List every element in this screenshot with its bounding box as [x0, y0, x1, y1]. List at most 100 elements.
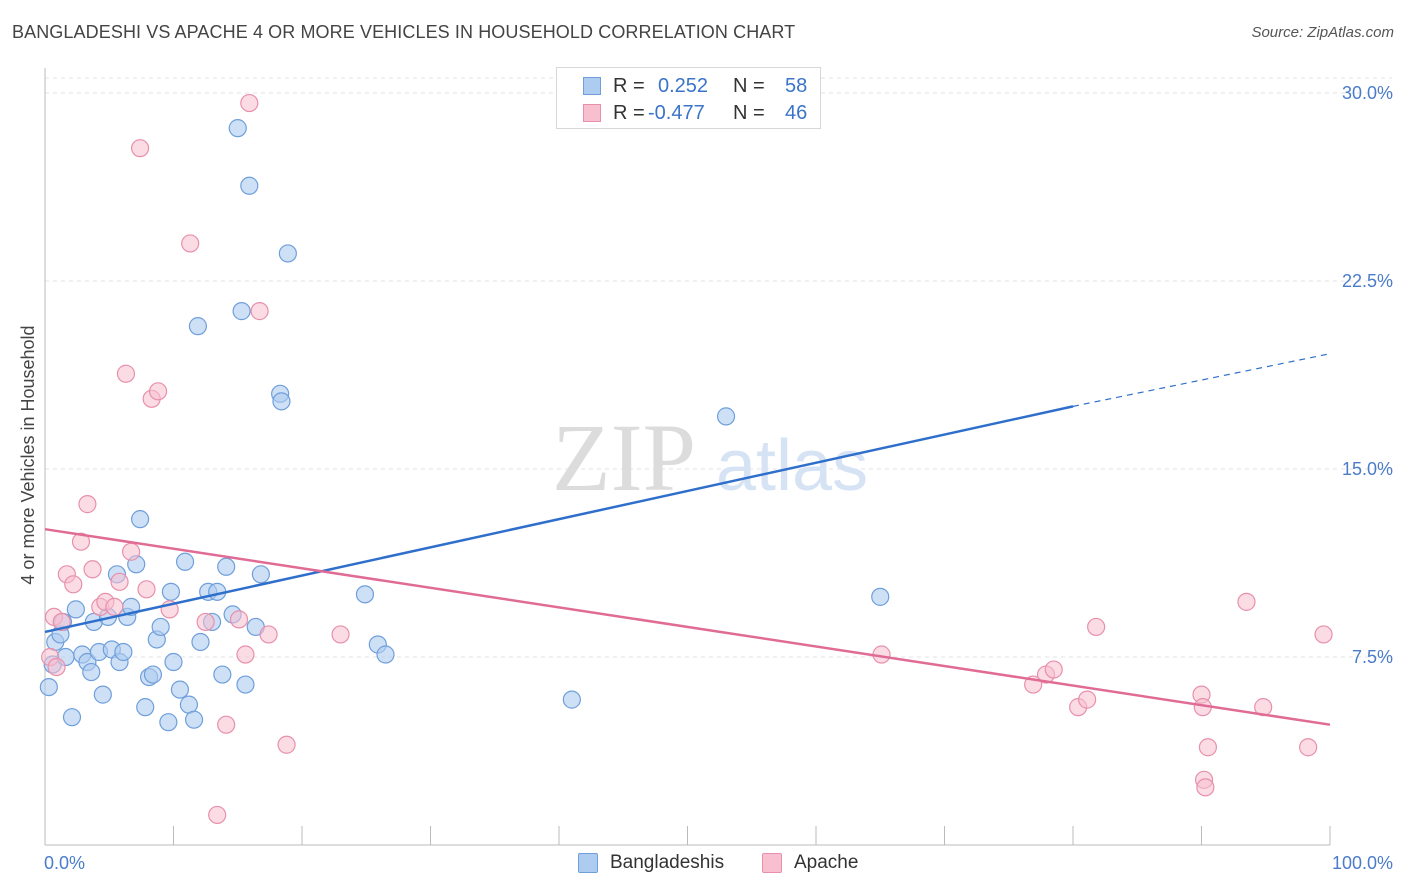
data-point-apache — [78, 495, 97, 514]
data-point-bangladeshis — [871, 587, 890, 606]
x-tick-label: 100.0% — [1332, 853, 1393, 873]
axes — [44, 68, 1331, 846]
data-point-bangladeshis — [143, 665, 163, 684]
data-point-bangladeshis — [184, 710, 204, 729]
data-point-bangladeshis — [159, 713, 178, 732]
data-point-apache — [236, 645, 255, 664]
data-point-apache — [105, 597, 124, 616]
legend-n-value: 46 — [785, 102, 808, 124]
series-apache — [41, 93, 1333, 825]
data-point-apache — [71, 532, 91, 551]
data-point-bangladeshis — [217, 557, 236, 576]
data-point-bangladeshis — [136, 698, 155, 717]
y-tick-label: 7.5% — [1352, 647, 1393, 667]
chart-title: BANGLADESHI VS APACHE 4 OR MORE VEHICLES… — [12, 22, 796, 42]
data-point-apache — [229, 610, 249, 629]
data-point-bangladeshis — [151, 617, 170, 637]
x-tick-labels: 0.0% 100.0% — [44, 853, 1393, 873]
source-label: Source: ZipAtlas.com — [1251, 24, 1394, 41]
legend-r-value: 0.252 — [658, 75, 709, 97]
data-point-bangladeshis — [562, 690, 581, 709]
y-tick-label: 22.5% — [1342, 271, 1393, 291]
data-point-apache — [208, 805, 227, 825]
data-point-bangladeshis — [236, 675, 255, 694]
data-point-apache — [1314, 625, 1333, 644]
trend-lines — [44, 353, 1331, 726]
data-point-bangladeshis — [232, 302, 251, 321]
legend-n-value: 58 — [785, 75, 808, 97]
data-point-apache — [277, 735, 296, 754]
data-point-bangladeshis — [240, 176, 259, 195]
data-point-bangladeshis — [376, 645, 395, 664]
data-point-apache — [259, 625, 278, 644]
data-point-bangladeshis — [188, 317, 208, 336]
data-point-bangladeshis — [175, 552, 195, 571]
data-point-bangladeshis — [179, 695, 199, 714]
legend-n-label: N = — [733, 75, 765, 97]
data-point-apache — [1299, 738, 1318, 757]
data-point-apache — [1198, 738, 1218, 757]
data-point-bangladeshis — [62, 708, 82, 727]
data-point-apache — [121, 542, 141, 561]
bottom-legend-swatch-apache — [762, 853, 782, 873]
data-point-apache — [1196, 778, 1215, 797]
data-point-bangladeshis — [213, 665, 232, 684]
data-point-bangladeshis — [161, 582, 181, 601]
bottom-legend-label: Apache — [794, 852, 859, 873]
data-point-bangladeshis — [66, 600, 85, 619]
data-point-bangladeshis — [228, 119, 247, 138]
data-point-bangladeshis — [170, 680, 190, 699]
data-point-apache — [64, 575, 83, 594]
data-point-bangladeshis — [278, 244, 297, 263]
legend-n-label: N = — [733, 102, 765, 124]
data-point-apache — [217, 715, 236, 734]
legend-r-label: R = — [613, 75, 645, 97]
legend-r-value: -0.477 — [648, 102, 705, 124]
y-tick-label: 30.0% — [1342, 83, 1393, 103]
trend-line-bangladeshis-extrapolated — [1072, 353, 1331, 407]
data-point-apache — [83, 560, 102, 579]
data-point-bangladeshis — [114, 642, 133, 662]
data-point-bangladeshis — [130, 510, 150, 529]
data-point-apache — [1087, 617, 1106, 637]
x-tick-label: 0.0% — [44, 853, 85, 873]
data-point-apache — [181, 234, 200, 253]
watermark-atlas: atlas — [716, 426, 868, 506]
data-point-apache — [110, 572, 129, 591]
y-tick-label: 15.0% — [1342, 459, 1393, 479]
bottom-legend-swatch-bangladeshis — [578, 853, 598, 873]
data-point-apache — [1237, 592, 1256, 611]
data-point-bangladeshis — [355, 585, 375, 604]
data-point-apache — [130, 139, 150, 158]
data-point-apache — [1078, 690, 1097, 709]
data-point-bangladeshis — [164, 652, 183, 672]
data-point-apache — [148, 382, 168, 401]
data-point-apache — [250, 302, 269, 321]
data-point-apache — [331, 625, 350, 644]
y-axis-label: 4 or more Vehicles in Household — [18, 325, 38, 584]
data-point-bangladeshis — [272, 392, 291, 411]
y-tick-labels: 7.5% 15.0% 22.5% 30.0% — [1342, 83, 1393, 667]
grid-lines — [45, 77, 1392, 658]
data-point-apache — [116, 364, 136, 383]
legend-r-label: R = — [613, 102, 645, 124]
data-point-apache — [240, 93, 259, 113]
data-point-bangladeshis — [39, 677, 58, 697]
data-point-apache — [137, 580, 156, 599]
data-point-bangladeshis — [82, 662, 101, 682]
data-point-apache — [47, 657, 66, 677]
data-point-bangladeshis — [716, 407, 736, 426]
trend-line-bangladeshis — [44, 405, 1074, 634]
data-point-apache — [1044, 660, 1063, 679]
trend-line-apache — [44, 527, 1331, 726]
data-point-bangladeshis — [191, 632, 210, 652]
legend-swatch-apache — [583, 104, 601, 122]
watermark: ZIP atlas — [552, 404, 868, 511]
data-point-bangladeshis — [251, 565, 270, 584]
data-point-bangladeshis — [93, 685, 112, 704]
correlation-legend: R = 0.252 N = 58 R = -0.477 N = 46 — [556, 67, 821, 129]
bottom-legend-label: Bangladeshis — [610, 852, 725, 873]
legend-swatch-bangladeshis — [583, 77, 601, 95]
data-point-apache — [196, 612, 215, 632]
